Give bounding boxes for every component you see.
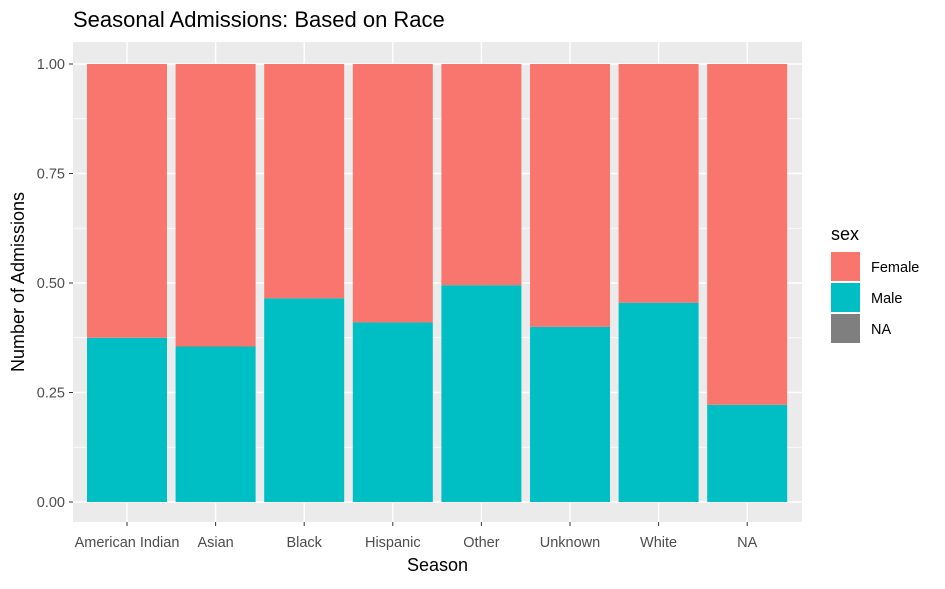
bar-male: [87, 337, 167, 502]
x-tick-label: Asian: [197, 535, 233, 551]
x-tick-label: Other: [463, 535, 499, 551]
x-axis: American Indian Asian Black Hispanic Other Un…: [75, 522, 758, 551]
bar-female: [707, 64, 788, 405]
legend-title: sex: [831, 224, 859, 244]
legend-key-female: [831, 252, 860, 281]
bar-male: [618, 302, 699, 502]
bar-male: [707, 404, 788, 502]
bars: [87, 64, 788, 502]
x-tick-label: American Indian: [75, 535, 180, 551]
y-tick-label: 0.50: [37, 276, 65, 292]
legend-label: Male: [871, 291, 902, 307]
x-axis-title: Season: [407, 555, 468, 575]
legend-key-male: [831, 283, 860, 312]
bar-female: [264, 64, 345, 299]
y-tick-label: 0.00: [37, 495, 65, 511]
bar-female: [618, 64, 699, 303]
x-tick-label: NA: [737, 535, 757, 551]
y-tick-label: 0.75: [37, 167, 65, 183]
y-axis-title: Number of Admissions: [8, 192, 28, 372]
legend-label: NA: [871, 322, 891, 338]
bar-female: [87, 64, 167, 338]
bar-male: [530, 326, 610, 502]
chart-title: Seasonal Admissions: Based on Race: [73, 7, 445, 32]
bar-female: [441, 64, 522, 286]
y-tick-label: 0.25: [37, 386, 65, 402]
x-tick-label: Hispanic: [365, 535, 421, 551]
bar-male: [441, 285, 522, 502]
bar-female: [530, 64, 610, 327]
bar-female: [352, 64, 433, 323]
legend-label: Female: [871, 260, 919, 276]
bar-female: [175, 64, 256, 347]
bar-male: [175, 346, 256, 502]
bar-male: [264, 298, 345, 502]
y-tick-label: 1.00: [37, 57, 65, 73]
x-tick-label: Unknown: [540, 535, 600, 551]
x-tick-label: White: [640, 535, 677, 551]
bar-male: [352, 322, 433, 502]
x-tick-label: Black: [286, 535, 322, 551]
legend: sex Female Male NA: [831, 224, 919, 343]
legend-key-na: [831, 314, 860, 343]
y-axis: 0.00 0.25 0.50 0.75 1.00: [37, 57, 73, 511]
